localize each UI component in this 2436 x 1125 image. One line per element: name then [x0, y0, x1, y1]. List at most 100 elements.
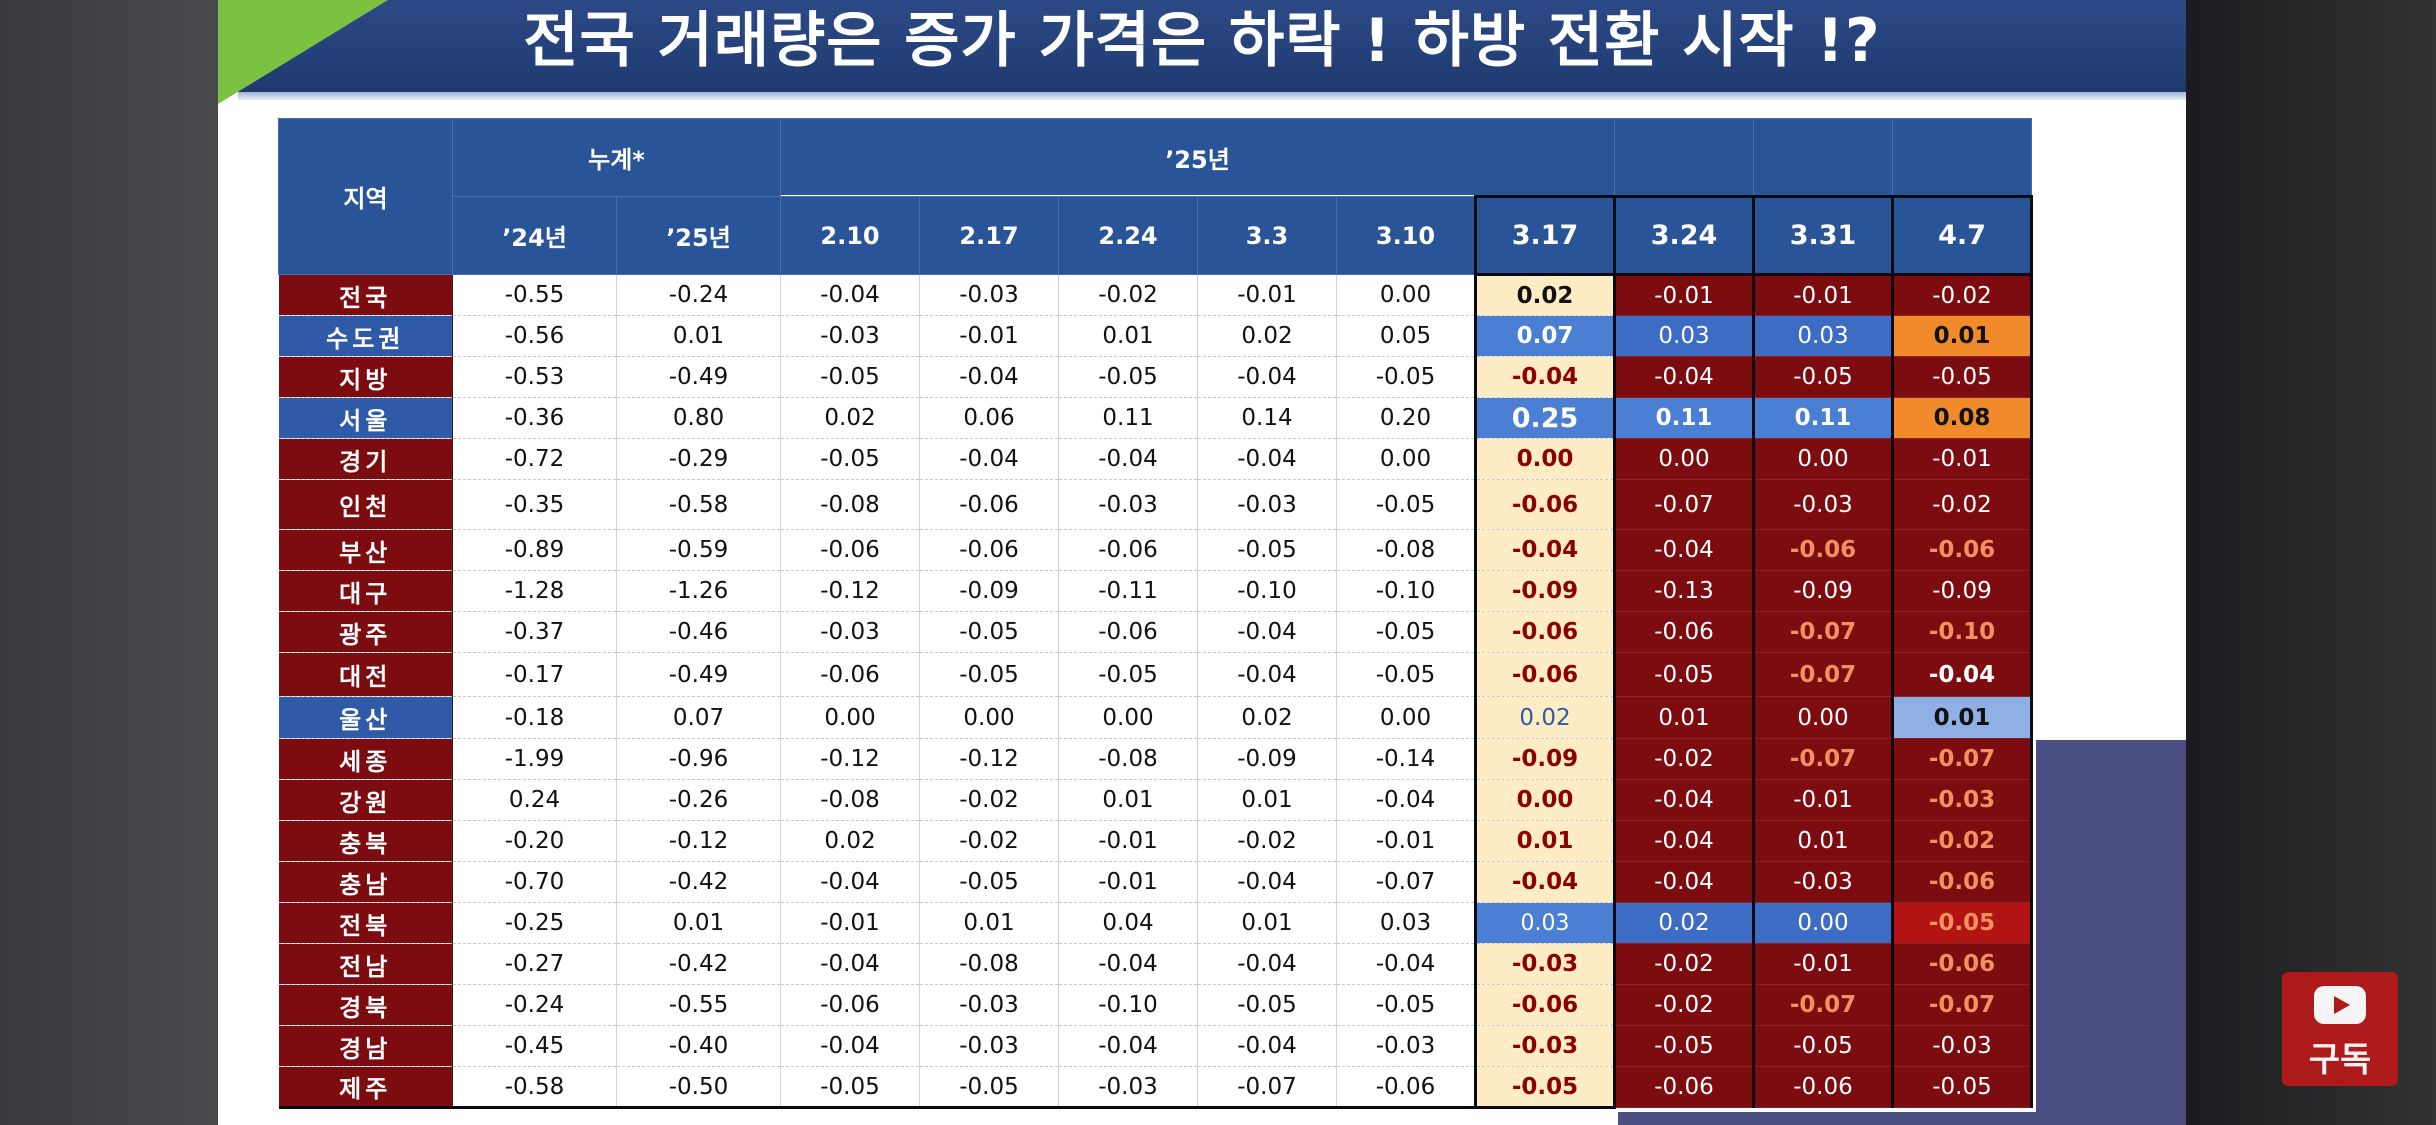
table-row: 지방 -0.53 -0.49 -0.05 -0.04 -0.05 -0.04 -0.05 -0.…: [278, 356, 2033, 398]
subscribe-button[interactable]: 구독: [2282, 972, 2398, 1086]
value-cell: -0.03: [780, 315, 920, 357]
value-cell: 0.01: [616, 315, 781, 357]
recent-week-cell: -0.05: [1753, 1025, 1894, 1067]
header-region: 지역: [278, 118, 453, 275]
recent-week-cell: 0.01: [1892, 315, 2033, 357]
region-cell: 충북: [278, 820, 453, 862]
value-cell: -0.01: [1058, 820, 1198, 862]
value-cell: -0.42: [616, 861, 781, 903]
value-cell: 0.02: [780, 397, 920, 439]
value-cell: -0.08: [780, 779, 920, 821]
value-cell: -0.06: [780, 652, 920, 697]
region-cell: 대전: [278, 652, 453, 697]
highlight-317-cell: -0.05: [1474, 1066, 1616, 1109]
value-cell: -0.37: [452, 611, 617, 653]
highlight-317-cell: -0.03: [1474, 943, 1616, 985]
value-cell: 0.02: [1197, 696, 1337, 739]
decorative-bottom-bar: [1618, 1112, 2186, 1125]
value-cell: -0.06: [919, 479, 1059, 530]
value-cell: -0.04: [1197, 1025, 1337, 1067]
value-cell: -0.04: [1336, 943, 1476, 985]
region-cell: 서울: [278, 397, 453, 439]
recent-week-cell: -0.05: [1892, 1066, 2033, 1108]
table-row: 경기 -0.72 -0.29 -0.05 -0.04 -0.04 -0.04 0.00 0.00…: [278, 438, 2033, 480]
value-cell: -0.40: [616, 1025, 781, 1067]
value-cell: 0.00: [1058, 696, 1198, 739]
value-cell: -0.04: [780, 1025, 920, 1067]
value-cell: -0.03: [780, 611, 920, 653]
value-cell: -0.59: [616, 529, 781, 571]
recent-week-cell: -0.02: [1614, 984, 1755, 1026]
value-cell: -0.02: [919, 779, 1059, 821]
value-cell: 0.00: [1336, 438, 1476, 480]
recent-week-cell: -0.01: [1753, 779, 1894, 821]
highlight-317-cell: 0.00: [1474, 779, 1616, 821]
highlight-317-cell: -0.03: [1474, 1025, 1616, 1067]
highlight-317-cell: -0.04: [1474, 529, 1616, 571]
region-cell: 인천: [278, 479, 453, 530]
value-cell: -0.42: [616, 943, 781, 985]
recent-week-cell: 0.00: [1614, 438, 1755, 480]
value-cell: 0.01: [1197, 779, 1337, 821]
recent-week-cell: -0.02: [1892, 274, 2033, 316]
header-col-25: ’25년: [616, 196, 781, 275]
recent-week-cell: 0.03: [1753, 315, 1894, 357]
value-cell: -0.04: [1197, 861, 1337, 903]
highlight-317-cell: 0.03: [1474, 902, 1616, 944]
value-cell: -0.04: [1197, 611, 1337, 653]
value-cell: -0.05: [1336, 652, 1476, 697]
value-cell: -0.04: [1058, 438, 1198, 480]
value-cell: -1.99: [452, 738, 617, 780]
value-cell: -0.01: [1058, 861, 1198, 903]
video-frame-right: [2186, 0, 2436, 1125]
recent-week-cell: -0.02: [1892, 479, 2033, 530]
value-cell: -0.06: [919, 529, 1059, 571]
region-cell: 울산: [278, 696, 453, 739]
recent-week-cell: -0.01: [1753, 274, 1894, 316]
value-cell: -0.18: [452, 696, 617, 739]
highlight-317-cell: -0.06: [1474, 479, 1616, 530]
presentation-slide: 전국 거래량은 증가 가격은 하락 ! 하방 전환 시작 !? 지역 누계* ’…: [218, 0, 2186, 1125]
value-cell: -0.04: [1197, 652, 1337, 697]
recent-week-cell: -0.02: [1614, 738, 1755, 780]
value-cell: 0.00: [1336, 696, 1476, 739]
recent-week-cell: -0.05: [1892, 902, 2033, 944]
recent-week-cell: -0.06: [1753, 529, 1894, 571]
value-cell: 0.05: [1336, 315, 1476, 357]
region-cell: 수도권: [278, 315, 453, 357]
table-row: 울산 -0.18 0.07 0.00 0.00 0.00 0.02 0.00 0.02 0.01 0…: [278, 696, 2033, 739]
value-cell: -0.06: [1336, 1066, 1476, 1109]
table-row: 대구 -1.28 -1.26 -0.12 -0.09 -0.11 -0.10 -0.10 -0.…: [278, 570, 2033, 612]
value-cell: 0.24: [452, 779, 617, 821]
value-cell: -0.08: [1058, 738, 1198, 780]
table-row: 대전 -0.17 -0.49 -0.06 -0.05 -0.05 -0.04 -0.05 -0.…: [278, 652, 2033, 697]
recent-week-cell: 0.02: [1614, 902, 1755, 944]
recent-week-cell: 0.00: [1753, 696, 1894, 739]
table-row: 서울 -0.36 0.80 0.02 0.06 0.11 0.14 0.20 0.25 0.11 0…: [278, 397, 2033, 439]
value-cell: -0.05: [1336, 356, 1476, 398]
value-cell: -0.01: [780, 902, 920, 944]
recent-week-cell: -0.06: [1753, 1066, 1894, 1108]
value-cell: -0.03: [1058, 479, 1198, 530]
region-cell: 전국: [278, 274, 453, 316]
highlight-317-cell: -0.09: [1474, 570, 1616, 612]
value-cell: -0.05: [1336, 984, 1476, 1026]
recent-week-cell: -0.04: [1614, 820, 1755, 862]
value-cell: 0.11: [1058, 397, 1198, 439]
recent-week-cell: -0.01: [1892, 438, 2033, 480]
value-cell: -0.17: [452, 652, 617, 697]
highlight-317-cell: -0.04: [1474, 356, 1616, 398]
table-row: 전국 -0.55 -0.24 -0.04 -0.03 -0.02 -0.01 0.00 0.02…: [278, 274, 2033, 316]
recent-week-cell: -0.06: [1892, 861, 2033, 903]
value-cell: -0.04: [780, 861, 920, 903]
highlight-317-cell: 0.02: [1474, 274, 1616, 316]
value-cell: -0.04: [1058, 1025, 1198, 1067]
table-row: 세종 -1.99 -0.96 -0.12 -0.12 -0.08 -0.09 -0.14 -0.…: [278, 738, 2033, 780]
recent-week-cell: -0.01: [1614, 274, 1755, 316]
header-spacer: [1753, 118, 1893, 197]
subscribe-label: 구독: [2308, 1040, 2372, 1080]
region-cell: 충남: [278, 861, 453, 903]
value-cell: 0.01: [1058, 315, 1198, 357]
value-cell: -0.05: [919, 611, 1059, 653]
value-cell: 0.14: [1197, 397, 1337, 439]
